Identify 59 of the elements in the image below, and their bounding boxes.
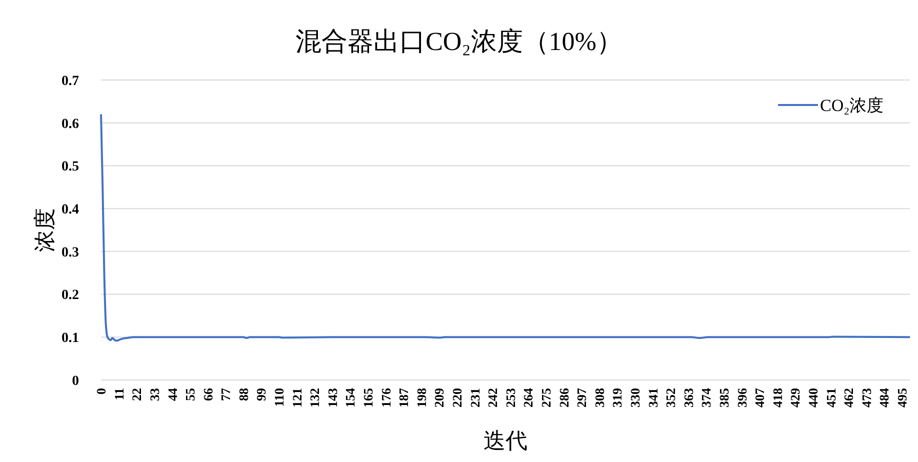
- line-series: [100, 113, 911, 342]
- x-tick-label: 352: [663, 388, 678, 408]
- y-tick-label: 0.7: [62, 74, 79, 89]
- x-tick-label: 286: [556, 388, 572, 408]
- x-tick-label: 451: [823, 388, 838, 408]
- x-tick-label: 374: [698, 388, 714, 408]
- y-tick-label: 0.1: [62, 331, 79, 346]
- x-tick-label: 121: [289, 388, 304, 408]
- x-tick-label: 143: [324, 388, 340, 408]
- chart-title: 混合器出口CO₂浓度（10%）: [296, 27, 622, 56]
- x-tick-label: 11: [111, 388, 126, 400]
- x-tick-label: 176: [378, 388, 394, 408]
- x-tick-label: 429: [788, 388, 803, 408]
- x-tick-label: 88: [236, 388, 251, 401]
- x-tick-label: 132: [307, 388, 322, 408]
- x-tick-label: 77: [218, 388, 234, 401]
- x-tick-label: 396: [734, 388, 750, 408]
- x-tick-label: 275: [538, 388, 554, 408]
- legend-label: CO₂浓度: [820, 96, 884, 115]
- x-tick-label: 440: [805, 388, 820, 408]
- y-tick-label: 0.2: [62, 288, 79, 304]
- x-tick-label: 220: [450, 388, 465, 408]
- x-tick-label: 99: [254, 388, 269, 401]
- x-tick-label: 242: [485, 388, 500, 408]
- x-tick-label: 330: [627, 388, 642, 408]
- x-tick-label: 363: [680, 388, 696, 408]
- x-tick-label: 209: [432, 388, 447, 408]
- x-tick-label: 319: [610, 388, 625, 408]
- x-tick-label: 495: [894, 388, 910, 408]
- x-tick-label: 33: [146, 388, 162, 401]
- x-tick-label: 0: [94, 388, 109, 394]
- x-tick-label: 253: [502, 388, 518, 408]
- x-tick-label: 473: [858, 388, 874, 408]
- x-tick-label: 66: [200, 388, 216, 401]
- y-tick-label: 0.6: [62, 116, 79, 132]
- x-tick-label: 110: [272, 388, 287, 407]
- x-tick-label: 407: [752, 388, 768, 408]
- x-tick-label: 231: [467, 388, 482, 408]
- x-tick-label: 418: [770, 388, 785, 408]
- y-tick-label: 0.4: [62, 202, 79, 218]
- y-axis-title: 浓度: [32, 208, 57, 252]
- x-tick-label: 44: [164, 388, 180, 401]
- x-tick-label: 55: [182, 388, 198, 401]
- x-tick-label: 165: [360, 388, 376, 408]
- x-tick-label: 308: [592, 388, 607, 408]
- x-tick-label: 341: [645, 388, 660, 408]
- y-tick-label: 0: [72, 374, 79, 389]
- x-tick-label: 385: [716, 388, 732, 408]
- x-tick-label: 297: [574, 388, 590, 408]
- x-tick-label: 22: [129, 388, 144, 401]
- x-tick-label: 198: [414, 388, 429, 408]
- x-tick-label: 154: [342, 388, 358, 408]
- x-tick-label: 484: [876, 388, 892, 408]
- x-tick-label: 187: [396, 388, 412, 408]
- x-tick-label: 462: [841, 388, 856, 408]
- x-axis-title: 迭代: [484, 428, 528, 453]
- x-tick-label: 264: [520, 388, 536, 408]
- y-tick-label: 0.3: [62, 245, 79, 260]
- y-tick-label: 0.5: [62, 160, 79, 175]
